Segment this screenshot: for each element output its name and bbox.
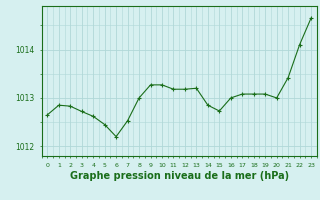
X-axis label: Graphe pression niveau de la mer (hPa): Graphe pression niveau de la mer (hPa): [70, 171, 289, 181]
